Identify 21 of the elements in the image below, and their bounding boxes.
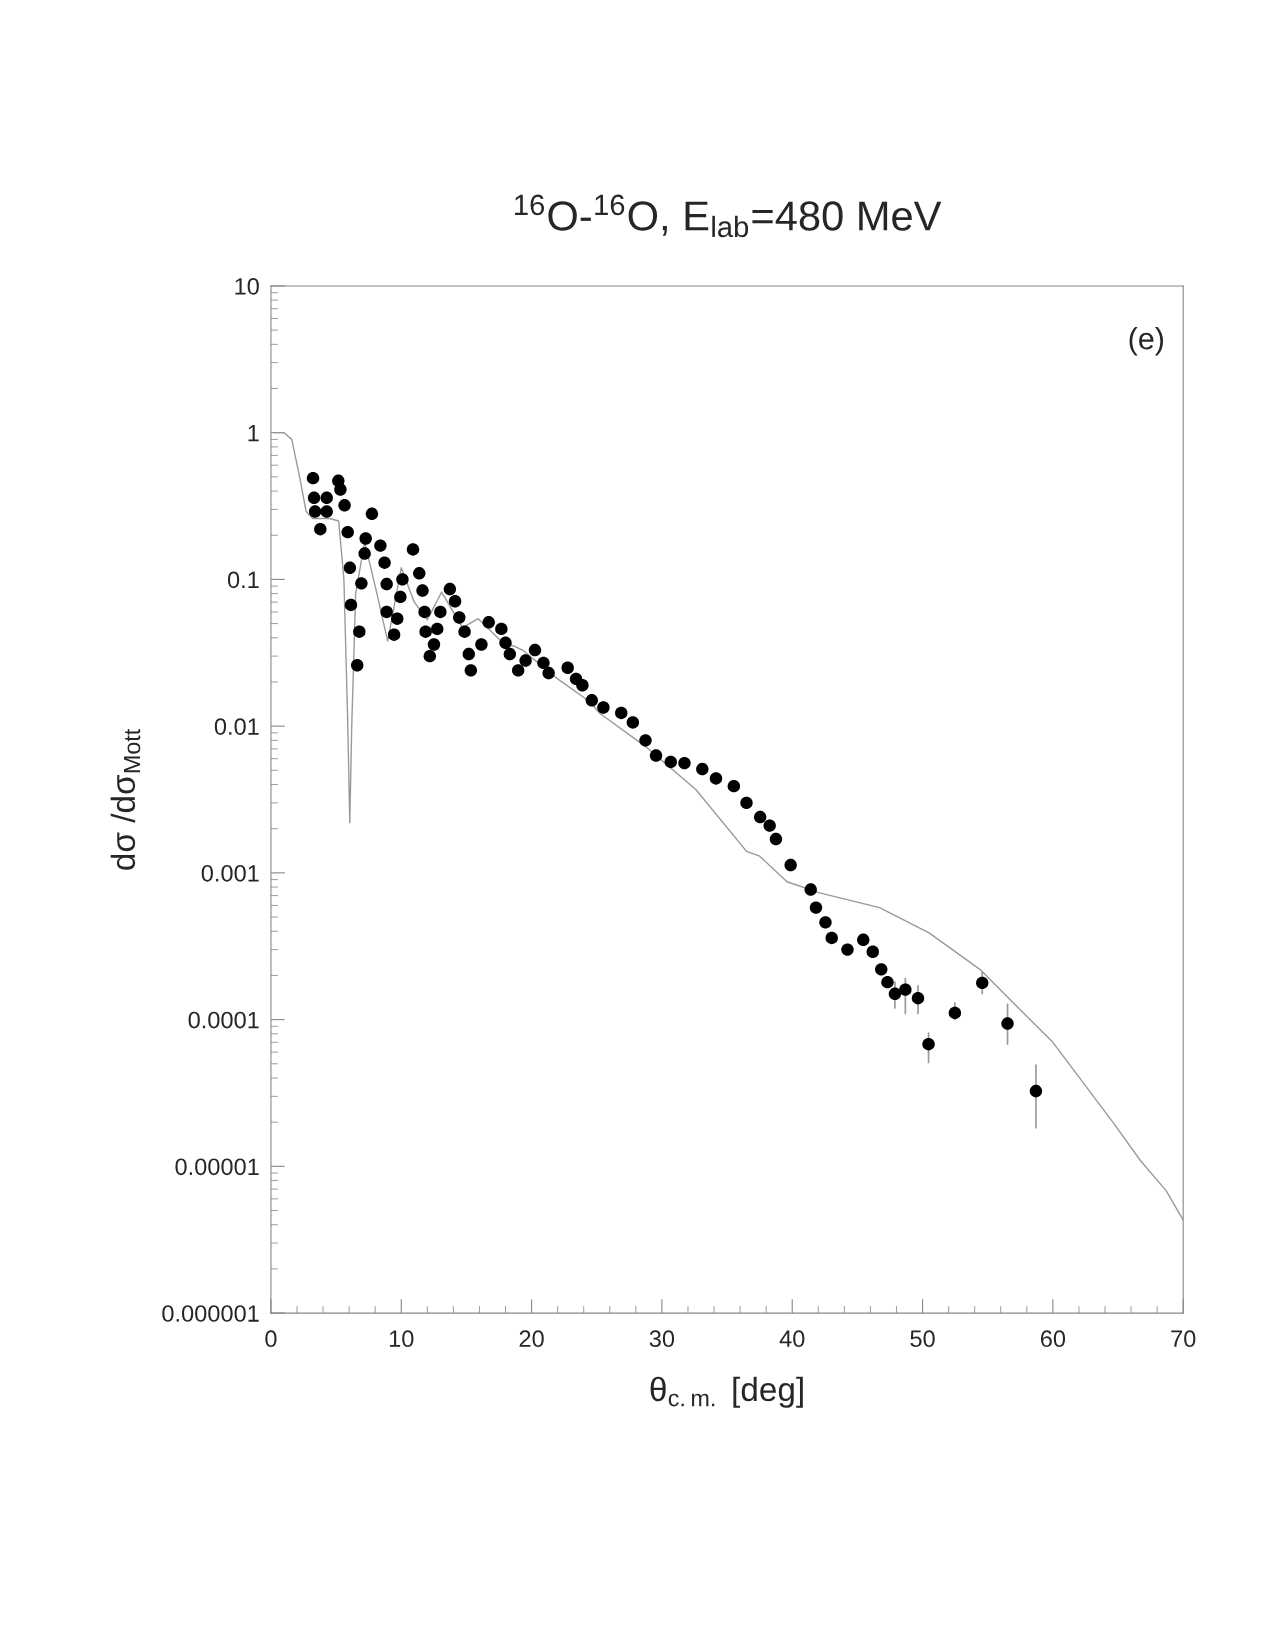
x-axis-title: θ$_{c.m.}$ [deg] (650, 1376, 803, 1408)
x-tick-label: 40 (779, 1330, 805, 1348)
line-series (274, 431, 1184, 1221)
y-tick-label: 0.000001 (162, 1305, 259, 1322)
y-tick-label: 0.00001 (175, 1158, 259, 1176)
y-tick-label: 0.01 (214, 718, 259, 735)
chart-title: $^{16}$O-$^{16}$O, E$_{lab}$=480 MeV (515, 194, 942, 238)
x-tick-label: 60 (1040, 1330, 1066, 1348)
y-tick-label: 0.0001 (188, 1011, 259, 1029)
x-tick-label: 50 (910, 1330, 935, 1348)
y-axis-title: dσ /dσ$_{Mott}$ (110, 728, 141, 870)
x-tick-label: 0 (265, 1330, 277, 1348)
y-tick-label: 1 (248, 424, 259, 442)
y-tick-label: 0.1 (227, 571, 259, 589)
x-tick-label: 10 (389, 1330, 414, 1348)
y-tick-label: 10 (235, 278, 259, 295)
x-tick-label: 70 (1171, 1330, 1196, 1348)
x-tick-label: 20 (519, 1330, 544, 1348)
y-tick-label: 0.001 (201, 864, 259, 882)
annotation: (e) (1129, 327, 1164, 356)
x-tick-label: 30 (649, 1330, 675, 1348)
